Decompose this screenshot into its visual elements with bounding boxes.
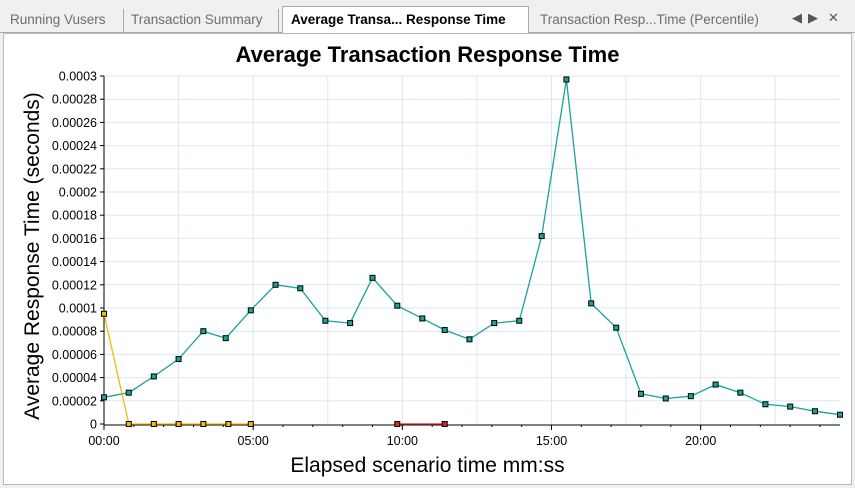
y-tick-label: 0.00016 — [52, 232, 97, 246]
y-tick-label: 0.00012 — [52, 278, 97, 292]
data-point-series-1 — [200, 421, 207, 427]
x-axis-label: Elapsed scenario time mm:ss — [290, 454, 565, 477]
data-point-series-1 — [101, 310, 107, 317]
data-point-series-1 — [150, 421, 157, 427]
y-tick-label: 0.00018 — [52, 209, 97, 223]
data-point-series-0 — [466, 336, 473, 343]
data-point-series-1 — [247, 421, 254, 427]
data-point-series-0 — [150, 373, 157, 380]
y-tick-label: 0.00028 — [52, 93, 97, 107]
data-point-series-1 — [125, 421, 132, 427]
data-point-series-0 — [419, 315, 426, 322]
tab-transaction-summary[interactable]: Transaction Summary — [131, 9, 279, 33]
tab-scroll-right-icon[interactable]: ▶ — [808, 10, 818, 25]
data-point-series-0 — [347, 320, 354, 327]
y-tick-label: 0.0003 — [59, 70, 97, 84]
data-point-series-0 — [588, 300, 595, 307]
chart-title: Average Transaction Response Time — [235, 42, 620, 67]
tab-running-vusers[interactable]: Running Vusers — [10, 9, 124, 33]
y-tick-label: 0.00006 — [52, 348, 97, 362]
y-tick-label: 0.0002 — [59, 186, 97, 200]
data-point-series-0 — [737, 389, 744, 396]
y-tick-label: 0 — [90, 418, 97, 432]
data-point-series-0 — [638, 390, 645, 397]
tab-average-transaction-response-time[interactable]: Average Transa... Response Time — [282, 6, 529, 34]
data-point-series-0 — [272, 281, 279, 288]
data-point-series-0 — [563, 76, 570, 83]
data-point-series-0 — [762, 401, 769, 408]
data-point-series-0 — [125, 389, 132, 396]
data-point-series-2 — [441, 421, 448, 427]
data-point-series-0 — [613, 324, 620, 331]
y-tick-label: 0.00026 — [52, 116, 97, 130]
y-tick-label: 0.00004 — [52, 371, 97, 385]
data-point-series-0 — [811, 408, 818, 415]
data-point-series-0 — [712, 381, 719, 388]
data-point-series-0 — [687, 393, 694, 400]
x-tick-label: 05:00 — [238, 434, 269, 448]
y-tick-label: 0.0001 — [59, 302, 97, 316]
data-point-series-0 — [837, 411, 843, 418]
plot-area — [104, 76, 840, 424]
y-tick-label: 0.00008 — [52, 325, 97, 339]
data-point-series-0 — [101, 394, 107, 401]
x-tick-label: 00:00 — [88, 434, 119, 448]
data-point-series-0 — [297, 285, 304, 292]
y-tick-label: 0.00024 — [52, 139, 97, 153]
data-point-series-0 — [787, 403, 794, 410]
data-point-series-0 — [662, 395, 669, 402]
close-tab-icon[interactable]: ✕ — [828, 10, 839, 25]
data-point-series-0 — [441, 327, 448, 334]
data-point-series-0 — [516, 317, 523, 324]
y-tick-label: 0.00014 — [52, 255, 97, 269]
data-point-series-0 — [394, 302, 401, 309]
data-point-series-0 — [222, 335, 229, 342]
x-tick-label: 20:00 — [685, 434, 716, 448]
data-point-series-0 — [369, 274, 376, 281]
data-point-series-2 — [394, 421, 401, 427]
data-point-series-1 — [225, 421, 232, 427]
data-point-series-0 — [200, 328, 207, 335]
tab-bar: Running Vusers Transaction Summary Avera… — [0, 0, 855, 34]
y-tick-label: 0.00022 — [52, 162, 97, 176]
y-tick-label: 0.00002 — [52, 394, 97, 408]
data-point-series-0 — [322, 317, 329, 324]
x-tick-label: 10:00 — [387, 434, 418, 448]
data-point-series-0 — [247, 307, 254, 314]
tab-transaction-response-time-percentile[interactable]: Transaction Resp...Time (Percentile) — [540, 12, 759, 27]
data-point-series-0 — [175, 356, 182, 363]
tab-scroll-left-icon[interactable]: ◀ — [792, 10, 802, 25]
data-point-series-1 — [175, 421, 182, 427]
data-point-series-0 — [491, 320, 498, 327]
x-tick-label: 15:00 — [536, 434, 567, 448]
data-point-series-0 — [538, 233, 545, 240]
